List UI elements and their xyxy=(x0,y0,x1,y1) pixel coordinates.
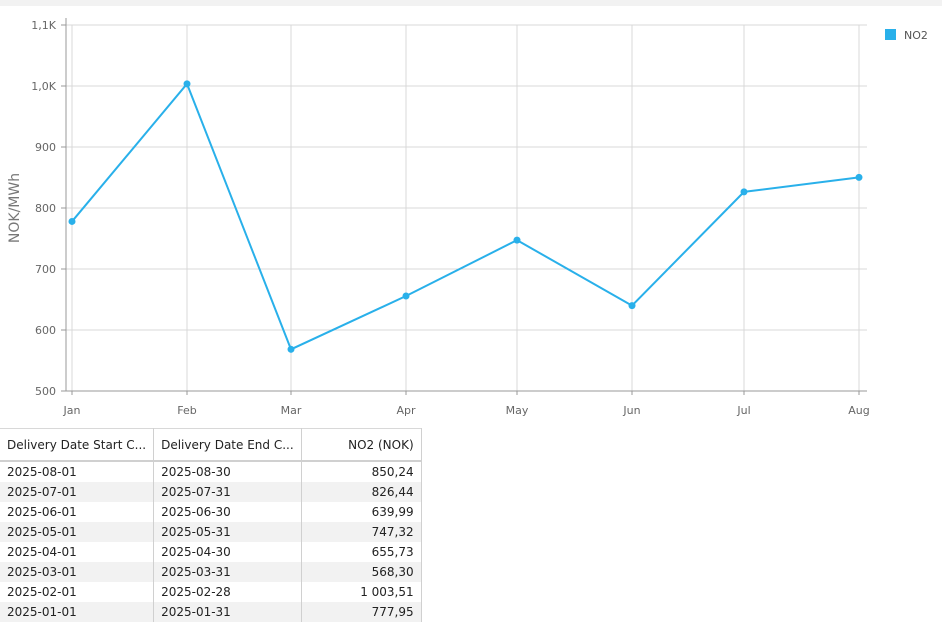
x-tick-label: May xyxy=(506,404,529,417)
data-point[interactable] xyxy=(402,292,410,300)
cell-end-date: 2025-06-30 xyxy=(153,502,302,522)
table-row[interactable]: 2025-08-01 2025-08-30 850,24 xyxy=(0,461,422,482)
table-header-row: Delivery Date Start C... Delivery Date E… xyxy=(0,428,422,462)
legend-swatch-no2 xyxy=(885,29,896,40)
cell-end-date: 2025-05-31 xyxy=(153,522,302,542)
cell-no2-value: 850,24 xyxy=(301,461,422,482)
table-row[interactable]: 2025-02-01 2025-02-28 1 003,51 xyxy=(0,582,422,602)
column-header-end[interactable]: Delivery Date End C... xyxy=(153,428,302,462)
y-axis-title: NOK/MWh xyxy=(7,173,23,243)
chart-axes xyxy=(61,18,867,395)
cell-end-date: 2025-03-31 xyxy=(153,562,302,582)
cell-end-date: 2025-01-31 xyxy=(153,602,302,622)
cell-start-date: 2025-05-01 xyxy=(0,522,155,542)
table-row[interactable]: 2025-04-01 2025-04-30 655,73 xyxy=(0,542,422,562)
top-strip xyxy=(0,0,942,6)
table-row[interactable]: 2025-07-01 2025-07-31 826,44 xyxy=(0,482,422,502)
x-tick-label: Mar xyxy=(281,404,302,417)
cell-no2-value: 747,32 xyxy=(301,522,422,542)
data-point[interactable] xyxy=(183,80,191,88)
data-point[interactable] xyxy=(628,302,636,310)
y-tick-label: 900 xyxy=(35,141,56,154)
cell-no2-value: 777,95 xyxy=(301,602,422,622)
cell-start-date: 2025-04-01 xyxy=(0,542,155,562)
table-row[interactable]: 2025-01-01 2025-01-31 777,95 xyxy=(0,602,422,622)
cell-no2-value: 655,73 xyxy=(301,542,422,562)
data-point[interactable] xyxy=(855,173,863,181)
y-tick-label: 700 xyxy=(35,263,56,276)
y-tick-label: 600 xyxy=(35,324,56,337)
legend[interactable]: NO2 xyxy=(885,29,928,42)
x-tick-labels: Jan Feb Mar Apr May Jun Jul Aug xyxy=(63,404,870,417)
cell-no2-value: 1 003,51 xyxy=(301,582,422,602)
x-tick-label: Apr xyxy=(396,404,416,417)
legend-label-no2: NO2 xyxy=(904,29,928,42)
cell-end-date: 2025-07-31 xyxy=(153,482,302,502)
column-header-no2[interactable]: NO2 (NOK) xyxy=(301,428,422,462)
x-tick-label: Aug xyxy=(848,404,869,417)
table-row[interactable]: 2025-05-01 2025-05-31 747,32 xyxy=(0,522,422,542)
data-point[interactable] xyxy=(740,188,748,196)
chart-grid xyxy=(66,24,867,392)
series-no2 xyxy=(68,80,863,353)
y-tick-label: 500 xyxy=(35,385,56,398)
cell-start-date: 2025-08-01 xyxy=(0,461,155,482)
series-line-no2 xyxy=(71,81,860,351)
y-tick-label: 1,0K xyxy=(31,80,56,93)
cell-end-date: 2025-04-30 xyxy=(153,542,302,562)
cell-start-date: 2025-01-01 xyxy=(0,602,155,622)
y-tick-label: 800 xyxy=(35,202,56,215)
cell-no2-value: 826,44 xyxy=(301,482,422,502)
cell-start-date: 2025-02-01 xyxy=(0,582,155,602)
data-point[interactable] xyxy=(68,217,76,225)
data-table: Delivery Date Start C... Delivery Date E… xyxy=(0,428,422,622)
y-tick-labels: 500 600 700 800 900 1,0K 1,1K xyxy=(31,19,56,398)
cell-start-date: 2025-07-01 xyxy=(0,482,155,502)
cell-no2-value: 639,99 xyxy=(301,502,422,522)
cell-no2-value: 568,30 xyxy=(301,562,422,582)
table-body: 2025-08-01 2025-08-30 850,24 2025-07-01 2025… xyxy=(0,461,422,622)
table-row[interactable]: 2025-06-01 2025-06-30 639,99 xyxy=(0,502,422,522)
y-tick-label: 1,1K xyxy=(31,19,56,32)
cell-start-date: 2025-06-01 xyxy=(0,502,155,522)
x-tick-label: Jun xyxy=(622,404,640,417)
column-header-start[interactable]: Delivery Date Start C... xyxy=(0,428,155,462)
x-tick-label: Jul xyxy=(736,404,750,417)
x-tick-label: Jan xyxy=(63,404,81,417)
cell-end-date: 2025-08-30 xyxy=(153,461,302,482)
cell-end-date: 2025-02-28 xyxy=(153,582,302,602)
cell-start-date: 2025-03-01 xyxy=(0,562,155,582)
data-point[interactable] xyxy=(513,236,521,244)
table-row[interactable]: 2025-03-01 2025-03-31 568,30 xyxy=(0,562,422,582)
x-tick-label: Feb xyxy=(177,404,196,417)
data-point[interactable] xyxy=(287,345,295,353)
